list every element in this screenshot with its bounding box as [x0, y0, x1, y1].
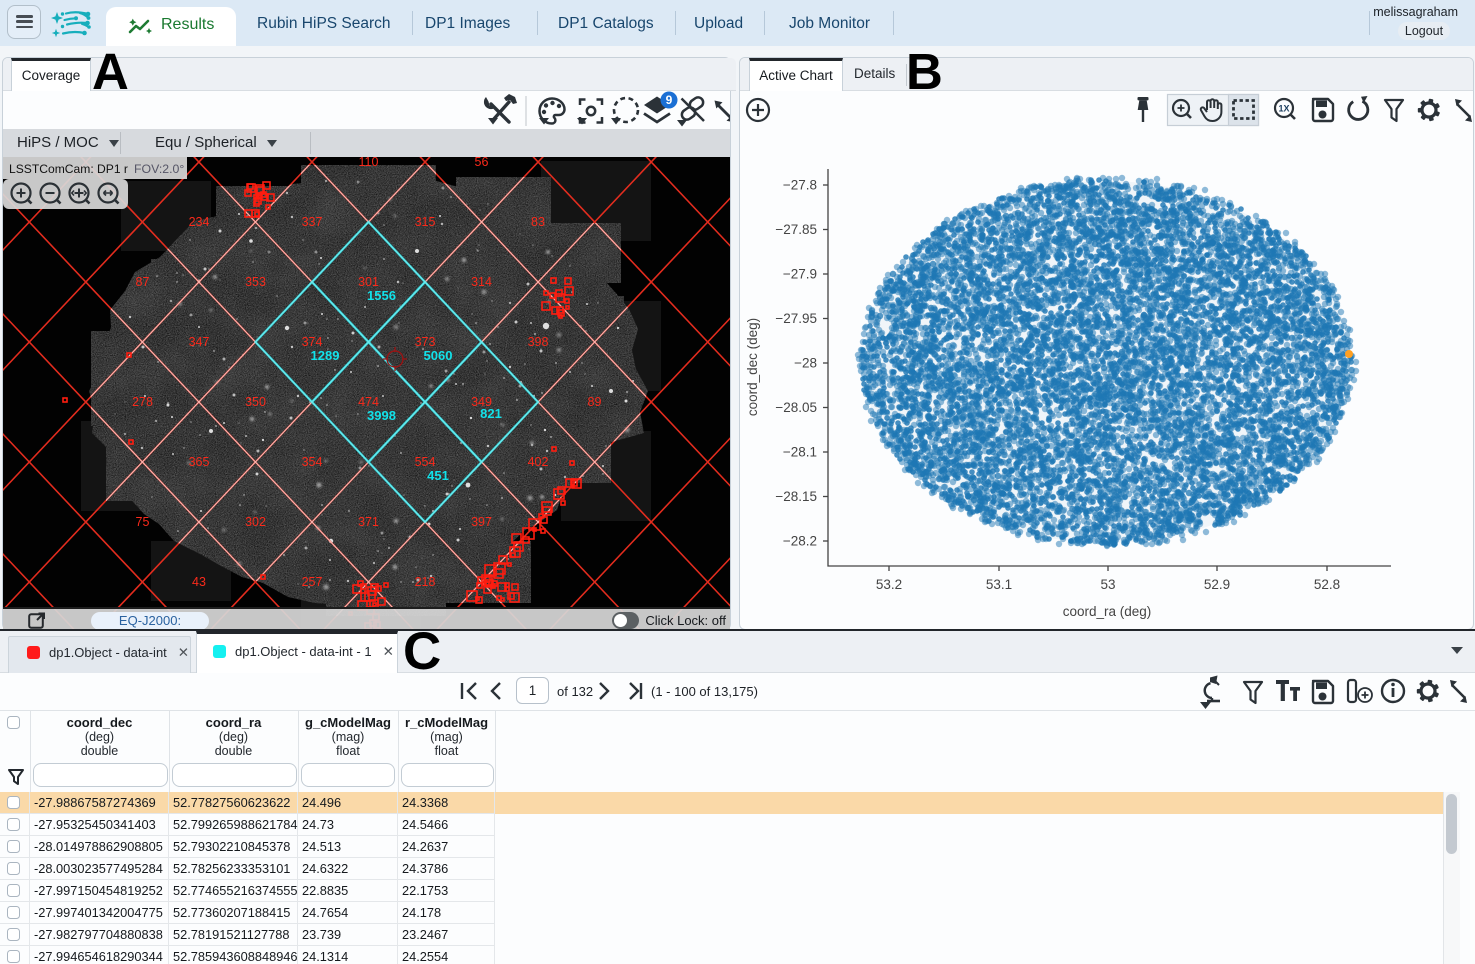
svg-text:353: 353: [245, 275, 266, 289]
svg-text:315: 315: [415, 215, 436, 229]
svg-text:FOV:2.0°: FOV:2.0°: [134, 162, 184, 176]
svg-text:302: 302: [245, 515, 266, 529]
svg-text:474: 474: [358, 395, 379, 409]
svg-text:43: 43: [192, 575, 206, 589]
svg-text:1289: 1289: [311, 348, 340, 363]
svg-text:89: 89: [588, 395, 602, 409]
svg-text:301: 301: [358, 275, 379, 289]
svg-text:75: 75: [136, 515, 150, 529]
svg-text:218: 218: [415, 575, 436, 589]
svg-text:451: 451: [427, 468, 449, 483]
svg-text:371: 371: [358, 515, 379, 529]
svg-text:347: 347: [189, 335, 210, 349]
svg-text:3998: 3998: [367, 408, 396, 423]
svg-text:257: 257: [302, 575, 323, 589]
svg-text:87: 87: [136, 275, 150, 289]
svg-text:374: 374: [302, 335, 323, 349]
svg-text:354: 354: [302, 455, 323, 469]
svg-text:337: 337: [302, 215, 323, 229]
svg-text:278: 278: [132, 395, 153, 409]
svg-text:365: 365: [189, 455, 210, 469]
svg-text:9: 9: [666, 93, 673, 107]
svg-text:LSSTComCam: DP1 r: LSSTComCam: DP1 r: [9, 162, 128, 176]
svg-text:349: 349: [471, 395, 492, 409]
svg-text:397: 397: [471, 515, 492, 529]
svg-text:398: 398: [528, 335, 549, 349]
svg-text:554: 554: [415, 455, 436, 469]
svg-text:821: 821: [480, 406, 502, 421]
svg-text:1556: 1556: [367, 288, 396, 303]
svg-text:1X: 1X: [1278, 104, 1289, 114]
svg-text:373: 373: [415, 335, 436, 349]
svg-text:314: 314: [471, 275, 492, 289]
svg-text:5060: 5060: [424, 348, 453, 363]
svg-text:234: 234: [189, 215, 210, 229]
svg-text:350: 350: [245, 395, 266, 409]
svg-text:56: 56: [475, 157, 489, 169]
svg-text:83: 83: [531, 215, 545, 229]
svg-text:402: 402: [528, 455, 549, 469]
svg-text:110: 110: [359, 157, 379, 169]
